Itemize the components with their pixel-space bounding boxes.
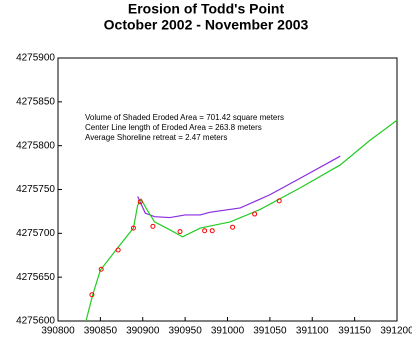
shoreline: [85, 119, 398, 322]
point: [115, 247, 121, 253]
point: [137, 199, 143, 205]
x-tick-label: 390950: [168, 326, 202, 337]
y-tick-label: 4275700: [16, 228, 55, 239]
point: [276, 198, 282, 204]
point: [252, 211, 258, 217]
x-tick-label: 391050: [253, 326, 287, 337]
point: [89, 292, 95, 298]
x-tick-label: 391000: [211, 326, 245, 337]
y-tick-label: 4275600: [16, 316, 55, 327]
annotation: Center Line length of Eroded Area = 263.…: [85, 123, 262, 132]
y-tick-label: 4275900: [16, 53, 55, 64]
x-tick-label: 391150: [338, 326, 371, 337]
x-tick-label: 390850: [84, 326, 118, 337]
annotation: Average Shoreline retreat = 2.47 meters: [85, 133, 227, 142]
y-tick-label: 4275750: [16, 184, 55, 195]
x-tick-label: 391100: [296, 326, 329, 337]
x-tick-label: 390900: [126, 326, 160, 337]
y-tick-label: 4275800: [16, 140, 55, 151]
plot-frame: [57, 57, 398, 322]
point: [202, 228, 208, 234]
chart-subtitle: October 2002 - November 2003: [104, 17, 309, 33]
y-tick-label: 4275650: [16, 272, 55, 283]
point: [209, 228, 215, 234]
shoreline: [137, 155, 341, 219]
x-tick-label: 391200: [380, 326, 412, 337]
chart-title: Erosion of Todd's Point: [128, 1, 285, 17]
y-tick-label: 4275850: [16, 96, 55, 107]
point: [150, 223, 156, 229]
point: [98, 266, 104, 272]
point: [230, 224, 236, 230]
annotation: Volume of Shaded Eroded Area = 701.42 sq…: [85, 113, 284, 122]
point: [130, 225, 136, 231]
point: [177, 229, 183, 235]
x-tick-label: 390800: [41, 326, 75, 337]
